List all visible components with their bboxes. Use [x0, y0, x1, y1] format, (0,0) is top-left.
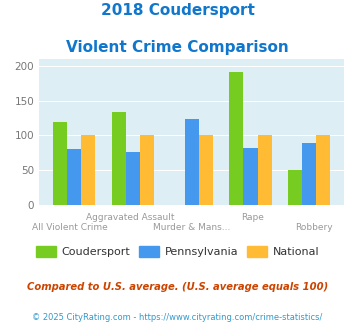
Bar: [244, 148, 258, 205]
Bar: [185, 119, 199, 205]
Bar: [126, 152, 140, 205]
Text: 2018 Coudersport: 2018 Coudersport: [100, 3, 255, 18]
Text: Violent Crime Comparison: Violent Crime Comparison: [66, 40, 289, 54]
Bar: [316, 135, 331, 205]
Bar: [229, 72, 244, 205]
Text: Aggravated Assault: Aggravated Assault: [86, 213, 175, 222]
Bar: [67, 149, 81, 205]
Bar: [112, 112, 126, 205]
Text: Compared to U.S. average. (U.S. average equals 100): Compared to U.S. average. (U.S. average …: [27, 282, 328, 292]
Text: © 2025 CityRating.com - https://www.cityrating.com/crime-statistics/: © 2025 CityRating.com - https://www.city…: [32, 313, 323, 322]
Bar: [199, 135, 213, 205]
Text: All Violent Crime: All Violent Crime: [32, 223, 108, 232]
Bar: [53, 122, 67, 205]
Bar: [302, 143, 316, 205]
Text: Murder & Mans...: Murder & Mans...: [153, 223, 230, 232]
Bar: [81, 135, 95, 205]
Legend: Coudersport, Pennsylvania, National: Coudersport, Pennsylvania, National: [31, 242, 324, 261]
Bar: [140, 135, 154, 205]
Bar: [258, 135, 272, 205]
Text: Robbery: Robbery: [295, 223, 333, 232]
Bar: [288, 170, 302, 205]
Text: Rape: Rape: [241, 213, 264, 222]
